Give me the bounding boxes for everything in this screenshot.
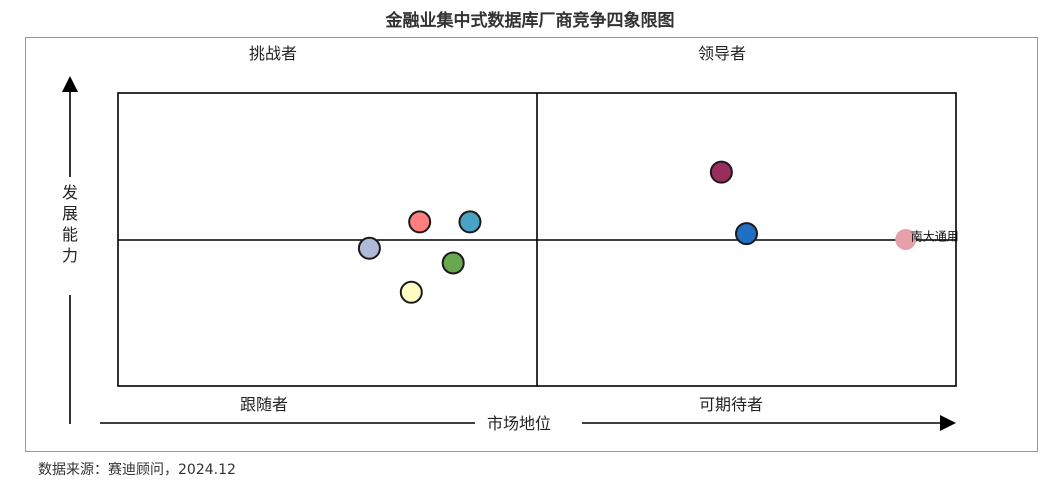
- quadrant-label-top-right: 领导者: [698, 44, 746, 63]
- data-point: [458, 210, 482, 234]
- data-point: [357, 236, 381, 260]
- x-axis-label: 市场地位: [487, 414, 551, 433]
- y-axis-label: 发展能力: [62, 183, 78, 265]
- chart-frame: [25, 37, 1038, 452]
- data-point: [895, 229, 917, 250]
- data-point: [441, 251, 465, 275]
- quadrant-label-top-left: 挑战者: [249, 44, 297, 63]
- quadrant-label-bottom-right: 可期待者: [699, 395, 763, 414]
- quadrant-label-bottom-left: 跟随者: [240, 395, 288, 414]
- data-point: [735, 222, 758, 246]
- data-point: [399, 280, 423, 304]
- data-points: 南大通用: [357, 160, 959, 304]
- data-point-label: 南大通用: [911, 229, 959, 244]
- data-point: [709, 160, 733, 184]
- source-note: 数据来源：赛迪顾问，2024.12: [38, 462, 236, 478]
- chart-title: 金融业集中式数据库厂商竞争四象限图: [385, 11, 675, 31]
- data-point: [408, 210, 432, 234]
